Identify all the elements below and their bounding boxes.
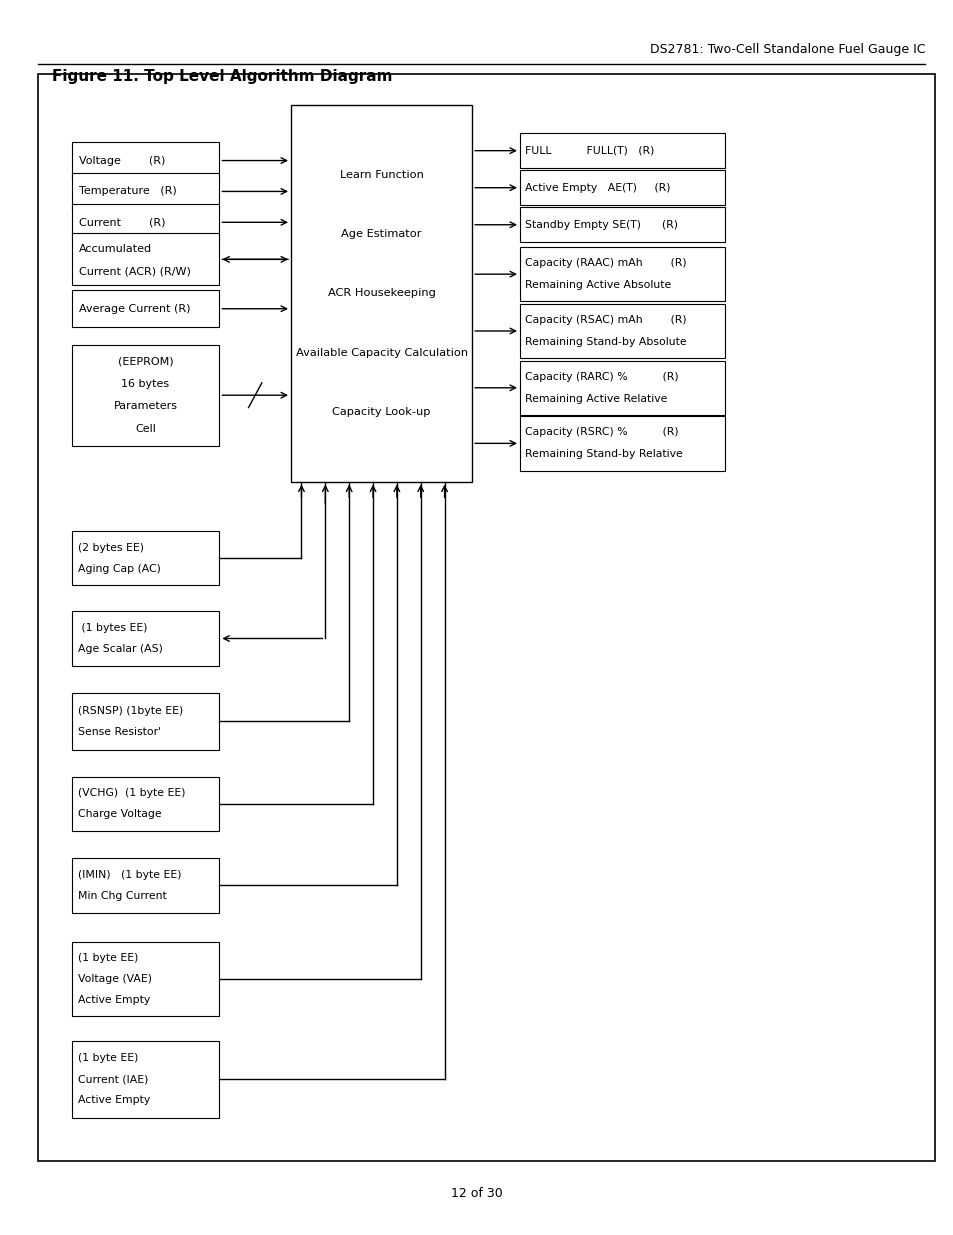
FancyBboxPatch shape [71, 777, 219, 831]
Text: (1 byte EE): (1 byte EE) [78, 1053, 138, 1063]
FancyBboxPatch shape [71, 345, 219, 446]
Text: Active Empty: Active Empty [78, 995, 151, 1005]
Text: Capacity (RSAC) mAh        (R): Capacity (RSAC) mAh (R) [524, 315, 685, 325]
Text: Remaining Active Relative: Remaining Active Relative [524, 394, 666, 404]
Text: (1 bytes EE): (1 bytes EE) [78, 622, 148, 634]
FancyBboxPatch shape [38, 74, 934, 1161]
FancyBboxPatch shape [519, 416, 724, 471]
Text: Remaining Stand-by Absolute: Remaining Stand-by Absolute [524, 337, 685, 347]
FancyBboxPatch shape [71, 1041, 219, 1118]
Text: Capacity Look-up: Capacity Look-up [332, 406, 431, 417]
FancyBboxPatch shape [519, 133, 724, 168]
Text: Available Capacity Calculation: Available Capacity Calculation [295, 347, 467, 358]
Text: (VCHG)  (1 byte EE): (VCHG) (1 byte EE) [78, 788, 186, 799]
Text: Current (ACR) (R/W): Current (ACR) (R/W) [79, 267, 191, 277]
Text: Current (IAE): Current (IAE) [78, 1074, 149, 1084]
FancyBboxPatch shape [71, 942, 219, 1016]
Text: (EEPROM): (EEPROM) [117, 357, 173, 367]
Text: Capacity (RARC) %          (R): Capacity (RARC) % (R) [524, 372, 678, 382]
FancyBboxPatch shape [71, 693, 219, 750]
FancyBboxPatch shape [71, 290, 219, 327]
Text: Age Estimator: Age Estimator [341, 228, 421, 240]
Text: ACR Housekeeping: ACR Housekeeping [327, 288, 436, 299]
Text: Average Current (R): Average Current (R) [79, 304, 191, 314]
Text: Active Empty: Active Empty [78, 1095, 151, 1105]
Text: Standby Empty SE(T)      (R): Standby Empty SE(T) (R) [524, 220, 677, 230]
Text: Figure 11. Top Level Algorithm Diagram: Figure 11. Top Level Algorithm Diagram [52, 69, 393, 84]
Text: 16 bytes: 16 bytes [121, 379, 170, 389]
Text: Active Empty   AE(T)     (R): Active Empty AE(T) (R) [524, 183, 670, 193]
Text: Capacity (RSRC) %          (R): Capacity (RSRC) % (R) [524, 427, 678, 437]
Text: Min Chg Current: Min Chg Current [78, 890, 167, 902]
Text: Parameters: Parameters [113, 401, 177, 411]
Text: Voltage        (R): Voltage (R) [79, 156, 166, 165]
FancyBboxPatch shape [519, 170, 724, 205]
Text: 12 of 30: 12 of 30 [451, 1187, 502, 1200]
Text: DS2781: Two-Cell Standalone Fuel Gauge IC: DS2781: Two-Cell Standalone Fuel Gauge I… [649, 42, 924, 56]
FancyBboxPatch shape [519, 361, 724, 415]
Text: Accumulated: Accumulated [79, 245, 152, 254]
Text: Cell: Cell [135, 424, 155, 433]
Text: FULL          FULL(T)   (R): FULL FULL(T) (R) [524, 146, 654, 156]
FancyBboxPatch shape [71, 204, 219, 241]
Text: Remaining Active Absolute: Remaining Active Absolute [524, 280, 670, 290]
Text: Capacity (RAAC) mAh        (R): Capacity (RAAC) mAh (R) [524, 258, 685, 268]
FancyBboxPatch shape [71, 611, 219, 666]
FancyBboxPatch shape [291, 105, 472, 482]
Text: Charge Voltage: Charge Voltage [78, 809, 162, 820]
FancyBboxPatch shape [71, 173, 219, 210]
FancyBboxPatch shape [519, 207, 724, 242]
Text: (1 byte EE): (1 byte EE) [78, 953, 138, 963]
Text: Learn Function: Learn Function [339, 169, 423, 180]
Text: Remaining Stand-by Relative: Remaining Stand-by Relative [524, 450, 681, 459]
Text: Current        (R): Current (R) [79, 217, 166, 227]
Text: Sense Resistor': Sense Resistor' [78, 726, 161, 737]
Text: Temperature   (R): Temperature (R) [79, 186, 176, 196]
Text: (IMIN)   (1 byte EE): (IMIN) (1 byte EE) [78, 869, 181, 881]
Text: Voltage (VAE): Voltage (VAE) [78, 974, 152, 984]
FancyBboxPatch shape [519, 304, 724, 358]
FancyBboxPatch shape [71, 858, 219, 913]
FancyBboxPatch shape [71, 233, 219, 285]
FancyBboxPatch shape [519, 247, 724, 301]
Text: Age Scalar (AS): Age Scalar (AS) [78, 643, 163, 655]
Text: (2 bytes EE): (2 bytes EE) [78, 542, 144, 553]
Text: Aging Cap (AC): Aging Cap (AC) [78, 563, 161, 574]
FancyBboxPatch shape [71, 142, 219, 179]
Text: (RSNSP) (1byte EE): (RSNSP) (1byte EE) [78, 705, 183, 716]
FancyBboxPatch shape [71, 531, 219, 585]
